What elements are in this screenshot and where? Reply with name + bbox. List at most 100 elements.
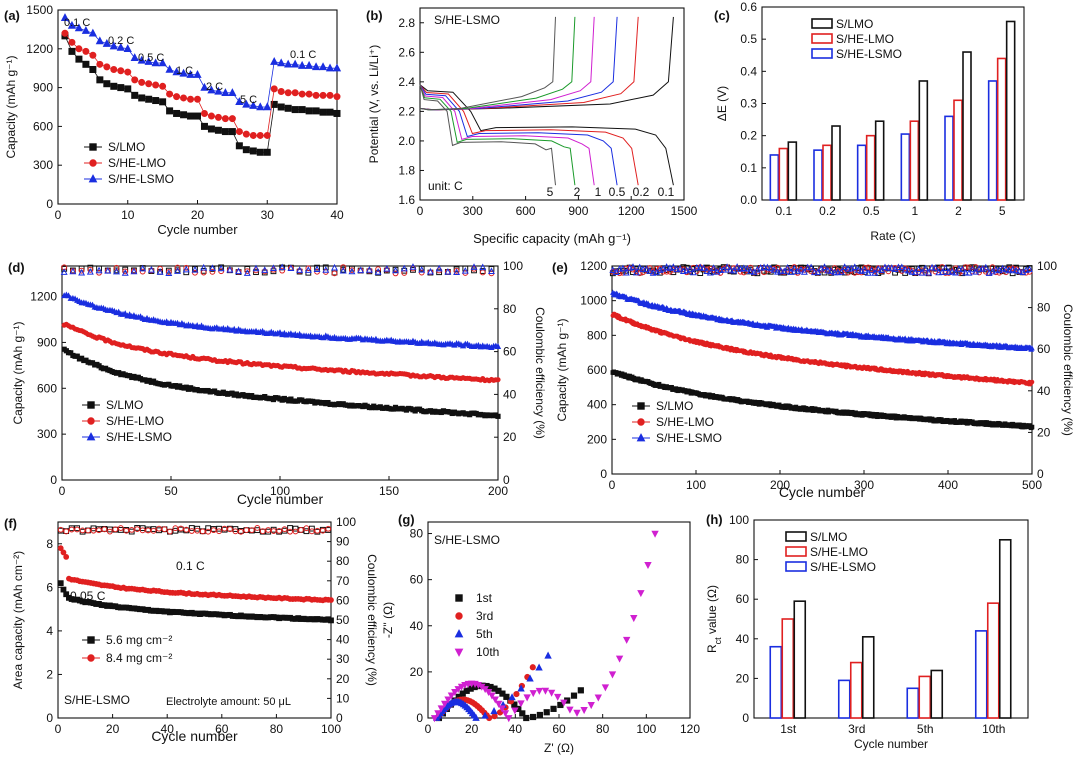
data-point bbox=[138, 78, 146, 86]
panel-h-y-title: Rct value (Ω) bbox=[705, 585, 723, 653]
ce-point bbox=[365, 266, 373, 273]
ce-point bbox=[314, 527, 321, 534]
ce-point bbox=[915, 265, 923, 272]
capacity-point bbox=[57, 580, 64, 587]
data-point bbox=[68, 47, 76, 55]
bar-S/HE-LSMO-1 bbox=[900, 133, 911, 201]
ce-point bbox=[254, 527, 261, 534]
bar-S/HE-LSMO-1st bbox=[769, 645, 783, 719]
ce-point bbox=[188, 525, 195, 531]
ce-point bbox=[807, 263, 815, 271]
data-point bbox=[291, 106, 299, 114]
data-point bbox=[75, 45, 83, 53]
panel-c-y-tick-label: 0.0 bbox=[740, 193, 757, 207]
ce-point bbox=[172, 527, 179, 534]
rate-annotation: 0.1 C bbox=[64, 17, 90, 29]
curve-rate-label: 0.1 bbox=[658, 185, 675, 199]
legend-marker bbox=[86, 432, 96, 441]
data-point bbox=[158, 58, 167, 67]
discharge-curve-1 bbox=[419, 84, 595, 186]
eis-point bbox=[454, 686, 462, 694]
data-point bbox=[103, 63, 111, 71]
data-point bbox=[110, 82, 118, 90]
legend-label: S/LMO bbox=[108, 140, 145, 154]
panel-a-x-title: Cycle number bbox=[157, 222, 238, 237]
ce-point bbox=[331, 270, 338, 277]
data-point bbox=[145, 95, 153, 103]
legend-swatch bbox=[811, 18, 833, 29]
ce-point bbox=[1012, 266, 1020, 274]
ce-point bbox=[248, 527, 255, 534]
panel-d-y2-tick-label: 20 bbox=[503, 430, 517, 444]
data-point bbox=[325, 63, 335, 72]
bar-S/LMO-0.2 bbox=[831, 125, 841, 201]
ce-point bbox=[609, 266, 617, 273]
eis-point bbox=[484, 689, 493, 697]
ce-point bbox=[791, 264, 798, 270]
ce-point bbox=[95, 266, 103, 274]
eis-point bbox=[566, 706, 574, 714]
data-point bbox=[221, 128, 229, 136]
panel-g-x-tick-label: 120 bbox=[680, 722, 700, 736]
eis-point bbox=[523, 694, 531, 702]
panel-e-y2-tick-label: 20 bbox=[1037, 425, 1051, 439]
ce-point bbox=[265, 527, 272, 533]
ce-point bbox=[905, 266, 912, 274]
ce-point bbox=[200, 263, 208, 271]
ce-point bbox=[706, 268, 714, 276]
data-point bbox=[180, 94, 188, 102]
eis-point bbox=[472, 713, 480, 721]
ce-point bbox=[780, 267, 788, 275]
data-point bbox=[326, 108, 334, 116]
legend-label: S/LMO bbox=[836, 17, 873, 31]
capacity-point bbox=[328, 597, 334, 603]
ce-point bbox=[261, 266, 269, 273]
eis-point bbox=[519, 710, 526, 717]
capacity-point bbox=[65, 292, 72, 299]
rate-annotation: 1 C bbox=[176, 65, 193, 77]
ce-point bbox=[767, 264, 775, 272]
panel-d-y2-tick-label: 60 bbox=[503, 345, 517, 359]
ce-point bbox=[470, 263, 478, 270]
data-point bbox=[214, 86, 223, 95]
ce-point bbox=[226, 266, 234, 273]
ce-point bbox=[982, 263, 990, 271]
legend-label: S/HE-LSMO bbox=[106, 430, 172, 444]
panel-b-x-tick-label: 300 bbox=[463, 204, 483, 218]
data-point bbox=[117, 67, 125, 75]
capacity-point bbox=[1029, 379, 1035, 385]
ce-point bbox=[690, 268, 697, 276]
ce-point bbox=[770, 266, 778, 273]
ce-point bbox=[182, 265, 190, 273]
data-point bbox=[89, 51, 97, 59]
eis-point bbox=[430, 715, 439, 723]
data-point bbox=[124, 85, 132, 93]
panel-b-y-tick-label: 2.0 bbox=[398, 134, 415, 148]
ce-point bbox=[884, 264, 892, 271]
ce-point bbox=[304, 266, 312, 273]
ce-point bbox=[392, 270, 399, 277]
legend-label: S/HE-LSMO bbox=[810, 560, 876, 574]
panel-g-y-tick-label: 40 bbox=[410, 619, 424, 633]
data-point bbox=[159, 82, 167, 90]
ce-point bbox=[205, 525, 212, 532]
ce-point bbox=[959, 270, 966, 277]
ce-point bbox=[117, 525, 124, 531]
ce-point bbox=[60, 268, 68, 275]
data-point bbox=[242, 99, 251, 108]
panel-d-x-tick-label: 200 bbox=[488, 484, 508, 498]
panel-h-x-tick-label: 5th bbox=[917, 722, 934, 736]
data-point bbox=[298, 106, 306, 114]
panel-g-x-tick-label: 60 bbox=[552, 722, 566, 736]
bar-S/HE-LMO-0.5 bbox=[865, 134, 876, 201]
legend-swatch bbox=[785, 561, 807, 572]
bar-S/HE-LMO-5 bbox=[996, 57, 1007, 201]
panel-f-x-tick-label: 60 bbox=[215, 722, 229, 736]
data-point bbox=[221, 115, 229, 123]
panel-e-y2-tick-label: 60 bbox=[1037, 342, 1051, 356]
bar-S/LMO-1 bbox=[918, 80, 929, 201]
ce-point bbox=[157, 265, 164, 272]
panel-e-y2-tick-label: 80 bbox=[1037, 301, 1051, 315]
ce-point bbox=[740, 264, 748, 271]
